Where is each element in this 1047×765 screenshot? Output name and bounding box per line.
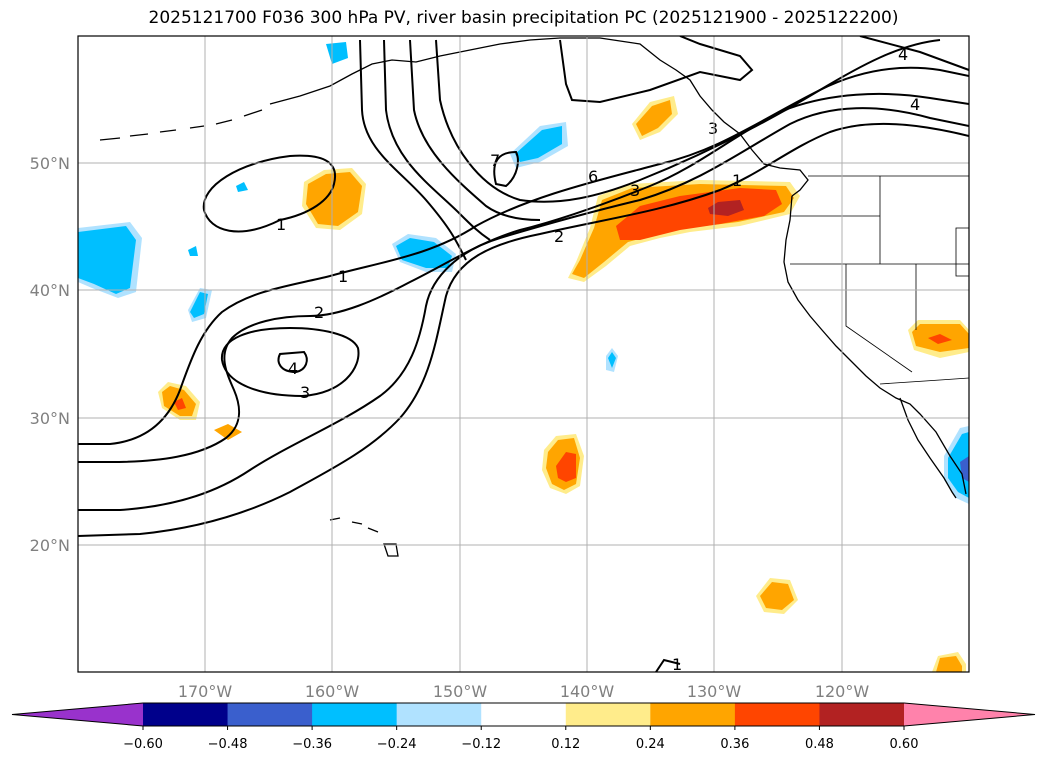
state-border-north <box>790 176 969 265</box>
contour-labels: 1 1 2 3 4 7 6 3 2 1 4 4 3 1 <box>276 45 920 674</box>
west-coast-us <box>783 195 967 495</box>
precip-positive-se-corner-core <box>936 656 962 672</box>
colorbar-segment <box>734 703 820 726</box>
mexico-border <box>879 377 969 385</box>
colorbar: −0.60 −0.48 −0.36 −0.24 −0.12 0.12 0.24 0.36 0.4… <box>11 702 1036 752</box>
contour-label: 4 <box>910 95 920 114</box>
contour-6 <box>435 39 941 203</box>
coastlines <box>99 37 967 557</box>
colorbar-segment <box>312 703 398 726</box>
precip-negative-small-c <box>188 246 198 256</box>
precip-positive-north-pacific-core <box>306 172 362 226</box>
gridlines <box>78 36 969 672</box>
colorbar-segment <box>396 703 482 726</box>
colorbar-segment <box>143 703 229 726</box>
precip-positive-west-coast-band-core <box>708 200 744 216</box>
contour-se-corner <box>655 658 681 672</box>
colorbar-tick-label: 0.12 <box>551 737 580 752</box>
lon-label: 150°W <box>433 682 488 701</box>
precip-positive-bc-coast-core <box>636 100 672 136</box>
colorbar-tick-label: −0.60 <box>123 737 163 752</box>
lat-label: 50°N <box>30 154 70 173</box>
contour-trough-east <box>409 39 541 221</box>
colorbar-tick-label: 0.48 <box>805 737 834 752</box>
contour-7-loop <box>493 150 519 188</box>
hawaii-islands <box>329 517 399 557</box>
lon-label: 160°W <box>305 682 360 701</box>
contour-3-jet <box>78 107 969 511</box>
baja-california <box>899 397 957 499</box>
colorbar-segment <box>481 703 567 726</box>
aleutian-islands <box>99 109 263 141</box>
plot-frame <box>77 35 970 673</box>
longitude-labels: 170°W 160°W 150°W 140°W 130°W 120°W <box>178 682 870 701</box>
contour-label: 4 <box>898 45 908 64</box>
precip-negative-small-b <box>236 182 248 192</box>
precip-positive-southern-core <box>760 582 794 610</box>
precip-negative-small-a-core <box>190 292 208 318</box>
contour-trough-mid <box>383 39 491 241</box>
lon-label: 120°W <box>815 682 870 701</box>
contour-3-cutoff <box>220 326 360 398</box>
precip-positive-west-small-inner <box>174 398 186 410</box>
contour-label: 2 <box>314 303 324 322</box>
contour-label: 4 <box>288 359 298 378</box>
lat-label: 20°N <box>30 536 70 555</box>
precip-positive-west-coast-band-strong <box>616 188 782 240</box>
contour-ne-4 <box>859 36 969 71</box>
lon-label: 170°W <box>178 682 233 701</box>
colorbar-segment <box>227 703 313 726</box>
contour-label: 2 <box>554 227 564 246</box>
precip-positive-subtropical-core <box>556 452 576 482</box>
contour-label: 1 <box>276 215 286 234</box>
contour-label: 3 <box>630 181 640 200</box>
lat-label: 30°N <box>30 409 70 428</box>
lon-label: 130°W <box>687 682 742 701</box>
contour-4-jet <box>78 122 969 537</box>
map-plot-area: 1 1 2 3 4 7 6 3 2 1 4 4 3 1 <box>78 36 969 674</box>
pv-contours <box>78 36 969 672</box>
contour-label: 6 <box>588 167 598 186</box>
contour-label: 3 <box>300 383 310 402</box>
colorbar-tick-label: −0.48 <box>208 737 248 752</box>
lon-label: 140°W <box>560 682 615 701</box>
precip-negative-small-d-core <box>608 352 616 368</box>
contour-north-loop <box>559 36 754 104</box>
contour-label: 7 <box>490 151 500 170</box>
colorbar-segment <box>650 703 736 726</box>
contour-trough-west <box>359 39 467 261</box>
state-border-nevada <box>845 264 913 373</box>
precip-positive-great-basin-inner <box>928 334 952 344</box>
state-borders <box>790 175 969 385</box>
colorbar-tick-label: −0.36 <box>292 737 332 752</box>
colorbar-tick-label: 0.36 <box>720 737 749 752</box>
contour-label: 1 <box>672 655 682 674</box>
precip-negative-gulf-alaska-core <box>515 126 562 162</box>
corner-box <box>955 227 969 277</box>
colorbar-tick-label: −0.12 <box>461 737 501 752</box>
lat-label: 40°N <box>30 281 70 300</box>
precip-negative-west-edge-core <box>78 226 136 294</box>
colorbar-extend-low <box>12 703 143 726</box>
colorbar-extend-high <box>904 703 1035 726</box>
colorbar-tick-label: 0.60 <box>890 737 919 752</box>
map-title: 2025121700 F036 300 hPa PV, river basin … <box>148 8 899 28</box>
colorbar-segment <box>819 703 905 726</box>
contour-4-cutoff <box>277 350 308 374</box>
contour-label: 3 <box>708 119 718 138</box>
contour-label: 1 <box>732 171 742 190</box>
colorbar-tick-label: −0.24 <box>377 737 417 752</box>
contour-label: 1 <box>338 267 348 286</box>
colorbar-tick-label: 0.24 <box>636 737 665 752</box>
alaska-peninsula-coast <box>269 37 809 197</box>
contour-1-upper <box>202 154 337 233</box>
colorbar-segment <box>565 703 651 726</box>
latitude-labels: 50°N 40°N 30°N 20°N <box>30 154 70 555</box>
